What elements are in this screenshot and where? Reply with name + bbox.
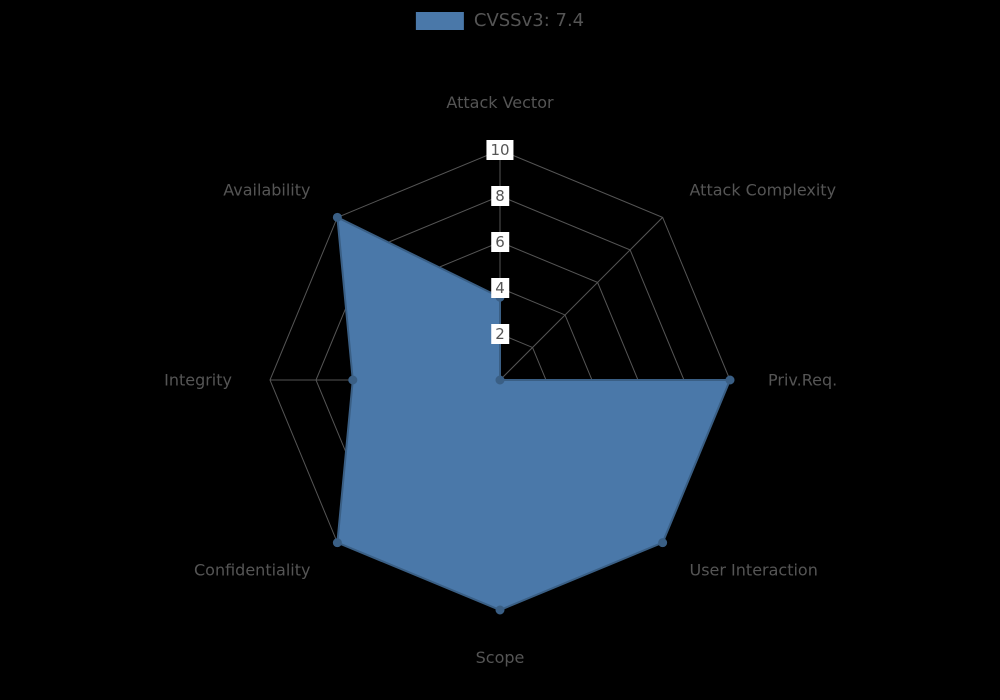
legend-swatch	[416, 12, 464, 30]
tick-label: 6	[491, 232, 509, 252]
tick-label: 4	[491, 278, 509, 298]
tick-label: 10	[486, 140, 513, 160]
axis-label: User Interaction	[690, 560, 818, 579]
tick-label: 2	[491, 324, 509, 344]
tick-label: 8	[491, 186, 509, 206]
legend-label: CVSSv3: 7.4	[474, 10, 584, 31]
axis-label: Priv.Req.	[768, 371, 837, 390]
radar-chart: CVSSv3: 7.4 Attack Vector Attack Complexi…	[0, 0, 1000, 700]
axis-label: Scope	[476, 648, 525, 667]
axis-label: Integrity	[164, 371, 232, 390]
legend: CVSSv3: 7.4	[416, 10, 584, 31]
axis-label: Availability	[223, 181, 310, 200]
axis-label: Attack Vector	[446, 93, 553, 112]
axis-label: Attack Complexity	[690, 181, 837, 200]
axis-label: Confidentiality	[194, 560, 310, 579]
